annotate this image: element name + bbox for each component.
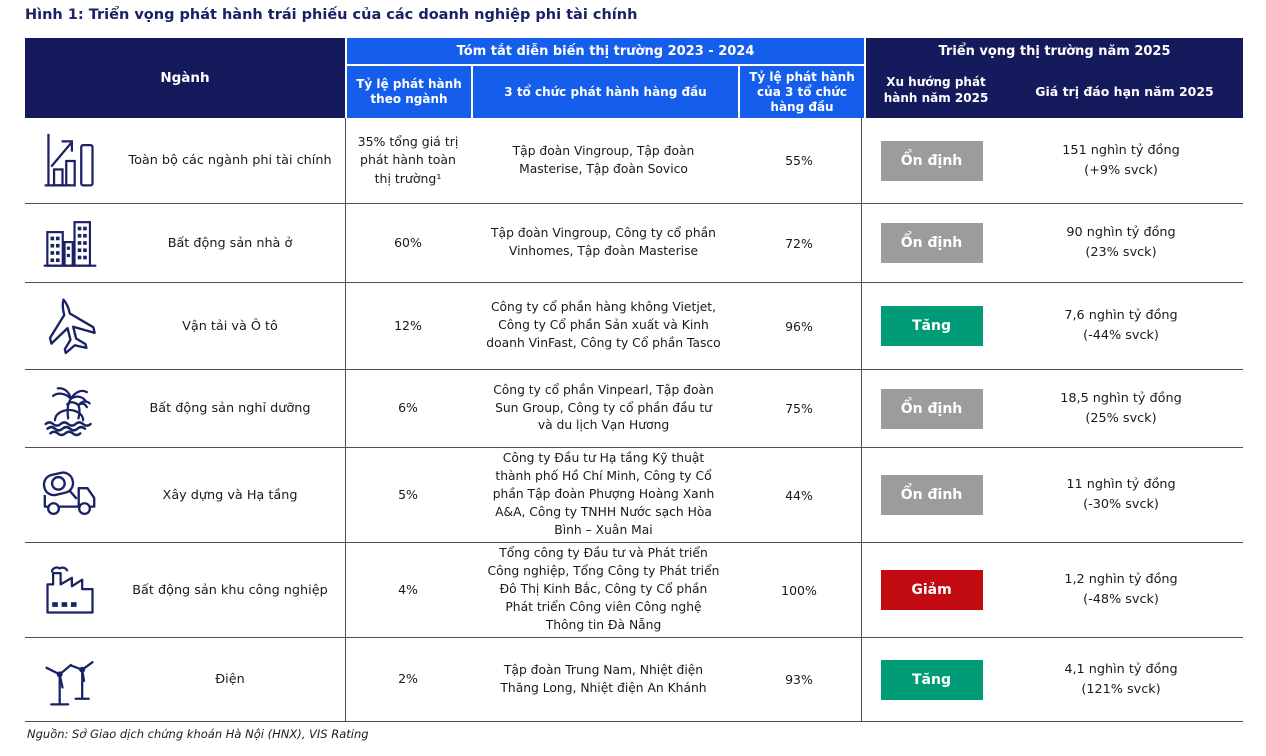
factory-icon — [46, 566, 94, 614]
header-maturity: Giá trị đáo hạn năm 2025 — [1035, 83, 1214, 99]
industry-label: Xây dựng và Hạ tầng — [162, 487, 298, 503]
industry-label: Toàn bộ các ngành phi tài chính — [128, 153, 332, 168]
table-row: Bất động sản nhà ở 60% Tập đoàn Vingroup… — [25, 204, 1243, 283]
table-header: Ngành Tóm tắt diễn biến thị trường 2023 … — [25, 38, 1243, 118]
header-top-issuers: 3 tổ chức phát hành hàng đầu — [473, 66, 738, 118]
bar-chart-icon — [44, 133, 94, 186]
maturity-change: (-48% svck) — [1083, 592, 1159, 607]
trend-badge: Ổn định — [880, 140, 983, 181]
top3-share: 75% — [785, 401, 813, 416]
maturity-cell: 7,6 nghìn tỷ đồng (-44% svck) — [1001, 283, 1241, 369]
top3-share: 96% — [785, 318, 813, 334]
header-outlook-span: Triển vọng thị trường năm 2025 — [938, 43, 1171, 59]
maturity-value: 1,2 nghìn tỷ đồng — [1064, 572, 1178, 588]
maturity-change: (-30% svck) — [1083, 497, 1159, 512]
industry-label: Vận tải và Ô tô — [182, 318, 278, 334]
header-outlook-group: Triển vọng thị trường năm 2025 Xu hướng … — [866, 38, 1243, 118]
maturity-cell: 1,2 nghìn tỷ đồng (-48% svck) — [1001, 543, 1241, 637]
island-icon — [44, 386, 92, 436]
trend-badge: Ổn đinh — [880, 475, 983, 515]
maturity-value: 151 nghìn tỷ đồng — [1062, 142, 1180, 158]
industry-icon-cell — [25, 118, 115, 203]
maturity-value: 7,6 nghìn tỷ đồng — [1064, 308, 1178, 324]
maturity-change: (121% svck) — [1081, 681, 1161, 697]
issuance-share: 35% tổng giá trị phát hành toàn thị trườ… — [345, 118, 470, 203]
top-issuers: Tập đoàn Vingroup, Tập đoàn Masterise, T… — [512, 143, 695, 176]
figure-title: Hình 1: Triển vọng phát hành trái phiếu … — [25, 7, 638, 23]
maturity-change: (23% svck) — [1085, 245, 1157, 260]
table-row: Toàn bộ các ngành phi tài chính 35% tổng… — [25, 118, 1243, 204]
mixer-truck-icon — [42, 471, 96, 516]
top-issuers: Công ty cổ phần Vinpearl, Tập đoàn Sun G… — [493, 382, 714, 433]
header-industry: Ngành — [25, 38, 345, 118]
header-summary-span: Tóm tắt diễn biến thị trường 2023 - 2024 — [347, 38, 864, 64]
issuance-share: 5% — [345, 448, 470, 542]
issuance-share: 4% — [345, 543, 470, 637]
industry-label: Điện — [215, 672, 245, 687]
maturity-cell: 151 nghìn tỷ đồng (+9% svck) — [1001, 118, 1241, 203]
industry-label: Bất động sản nghỉ dưỡng — [149, 401, 311, 416]
top3-share: 93% — [785, 672, 813, 687]
source-note: Nguồn: Sở Giao dịch chứng khoán Hà Nội (… — [27, 727, 369, 741]
maturity-cell: 11 nghìn tỷ đồng (-30% svck) — [1001, 448, 1241, 542]
industry-icon-cell — [25, 448, 115, 542]
table-body: Toàn bộ các ngành phi tài chính 35% tổng… — [25, 118, 1243, 722]
table-row: Điện 2% Tập đoàn Trung Nam, Nhiệt điện T… — [25, 638, 1243, 722]
table-row: Bất động sản nghỉ dưỡng 6% Công ty cổ ph… — [25, 370, 1243, 448]
industry-icon-cell — [25, 283, 115, 369]
maturity-value: 11 nghìn tỷ đồng — [1066, 477, 1176, 493]
trend-badge: Tăng — [880, 659, 983, 700]
trend-cell: Tăng — [861, 638, 1001, 721]
trend-cell: Ổn định — [861, 118, 1001, 203]
top-issuers: Công ty cổ phần hàng không Vietjet, Công… — [486, 300, 721, 350]
trend-badge: Ổn định — [880, 223, 983, 263]
issuance-share: 60% — [345, 204, 470, 282]
maturity-change: (+9% svck) — [1084, 162, 1158, 178]
trend-badge: Ổn định — [880, 388, 983, 429]
trend-badge: Giảm — [880, 570, 983, 610]
table-row: Bất động sản khu công nghiệp 4% Tổng côn… — [25, 543, 1243, 638]
industry-icon-cell — [25, 638, 115, 721]
top3-share: 44% — [785, 487, 813, 503]
header-issuance-share: Tỷ lệ phát hành theo ngành — [347, 66, 471, 118]
maturity-cell: 18,5 nghìn tỷ đồng (25% svck) — [1001, 370, 1241, 447]
maturity-change: (25% svck) — [1085, 410, 1157, 426]
wind-turbine-icon — [45, 660, 94, 705]
top-issuers: Tập đoàn Trung Nam, Nhiệt điện Thăng Lon… — [500, 662, 707, 695]
buildings-icon — [43, 221, 97, 267]
industry-label: Bất động sản khu công nghiệp — [132, 582, 328, 598]
trend-cell: Ổn định — [861, 204, 1001, 282]
table-row: Xây dựng và Hạ tầng 5% Công ty Đầu tư Hạ… — [25, 448, 1243, 543]
trend-cell: Giảm — [861, 543, 1001, 637]
maturity-cell: 90 nghìn tỷ đồng (23% svck) — [1001, 204, 1241, 282]
industry-icon-cell — [25, 370, 115, 447]
industry-icon-cell — [25, 204, 115, 282]
maturity-value: 18,5 nghìn tỷ đồng — [1060, 390, 1182, 406]
top-issuers: Công ty Đầu tư Hạ tầng Kỹ thuật thành ph… — [492, 451, 715, 537]
header-summary-group: Tóm tắt diễn biến thị trường 2023 - 2024… — [347, 38, 864, 118]
issuance-share: 2% — [345, 638, 470, 721]
table-row: Vận tải và Ô tô 12% Công ty cổ phần hàng… — [25, 283, 1243, 370]
top-issuers: Tổng công ty Đầu tư và Phát triển Công n… — [487, 546, 720, 632]
header-trend: Xu hướng phát hành năm 2025 — [883, 75, 989, 105]
header-top3-share: Tỷ lệ phát hành của 3 tổ chức hàng đầu — [740, 66, 864, 118]
issuance-share: 6% — [345, 370, 470, 447]
top3-share: 55% — [785, 153, 813, 168]
trend-cell: Tăng — [861, 283, 1001, 369]
top-issuers: Tập đoàn Vingroup, Công ty cổ phần Vinho… — [491, 226, 716, 258]
industry-icon-cell — [25, 543, 115, 637]
top3-share: 72% — [785, 235, 813, 251]
industry-label: Bất động sản nhà ở — [167, 235, 293, 251]
top3-share: 100% — [781, 582, 817, 598]
maturity-value: 4,1 nghìn tỷ đồng — [1064, 661, 1178, 677]
issuance-share: 12% — [345, 283, 470, 369]
outlook-table: Ngành Tóm tắt diễn biến thị trường 2023 … — [25, 38, 1243, 722]
trend-badge: Tăng — [880, 306, 983, 346]
maturity-change: (-44% svck) — [1083, 328, 1159, 343]
trend-cell: Ổn định — [861, 370, 1001, 447]
maturity-cell: 4,1 nghìn tỷ đồng (121% svck) — [1001, 638, 1241, 721]
trend-cell: Ổn đinh — [861, 448, 1001, 542]
maturity-value: 90 nghìn tỷ đồng — [1066, 225, 1176, 241]
airplane-icon — [48, 298, 96, 355]
